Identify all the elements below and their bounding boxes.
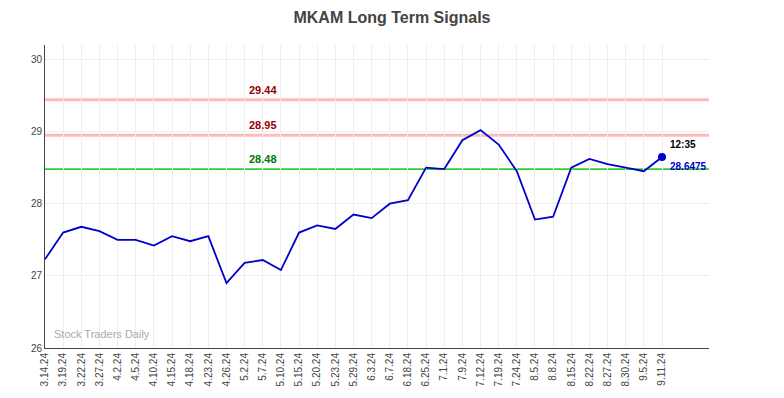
svg-text:3.14.24: 3.14.24 <box>39 353 50 387</box>
svg-text:8.30.24: 8.30.24 <box>620 353 631 387</box>
svg-text:3.27.24: 3.27.24 <box>94 353 105 387</box>
svg-text:6.3.24: 6.3.24 <box>366 353 377 381</box>
svg-text:29: 29 <box>31 126 43 137</box>
svg-text:29.44: 29.44 <box>249 84 277 96</box>
svg-text:8.22.24: 8.22.24 <box>584 353 595 387</box>
svg-text:4.15.24: 4.15.24 <box>166 353 177 387</box>
svg-text:5.20.24: 5.20.24 <box>311 353 322 387</box>
svg-text:5.2.24: 5.2.24 <box>239 353 250 381</box>
svg-text:4.23.24: 4.23.24 <box>203 353 214 387</box>
svg-text:7.12.24: 7.12.24 <box>475 353 486 387</box>
svg-text:12:35: 12:35 <box>670 139 696 150</box>
svg-text:7.1.24: 7.1.24 <box>438 353 449 381</box>
svg-text:5.15.24: 5.15.24 <box>293 353 304 387</box>
svg-text:26: 26 <box>31 343 43 354</box>
svg-text:4.26.24: 4.26.24 <box>221 353 232 387</box>
svg-text:6.18.24: 6.18.24 <box>402 353 413 387</box>
svg-text:30: 30 <box>31 54 43 65</box>
svg-text:MKAM Long Term Signals: MKAM Long Term Signals <box>293 9 490 26</box>
svg-text:4.5.24: 4.5.24 <box>130 353 141 381</box>
svg-text:28: 28 <box>31 198 43 209</box>
svg-text:9.11.24: 9.11.24 <box>656 353 667 386</box>
svg-text:4.2.24: 4.2.24 <box>112 353 123 381</box>
svg-text:6.7.24: 6.7.24 <box>384 353 395 381</box>
svg-text:7.24.24: 7.24.24 <box>511 353 522 387</box>
svg-text:5.10.24: 5.10.24 <box>275 353 286 387</box>
svg-text:8.5.24: 8.5.24 <box>529 353 540 381</box>
svg-text:4.18.24: 4.18.24 <box>184 353 195 387</box>
svg-text:3.19.24: 3.19.24 <box>57 353 68 387</box>
svg-text:28.48: 28.48 <box>249 153 277 165</box>
svg-text:5.23.24: 5.23.24 <box>330 353 341 387</box>
svg-text:28.95: 28.95 <box>249 119 277 131</box>
svg-text:5.7.24: 5.7.24 <box>257 353 268 381</box>
svg-text:Stock Traders Daily: Stock Traders Daily <box>54 328 150 340</box>
svg-text:7.9.24: 7.9.24 <box>457 353 468 381</box>
svg-text:27: 27 <box>31 270 43 281</box>
svg-text:9.5.24: 9.5.24 <box>638 353 649 381</box>
svg-text:3.22.24: 3.22.24 <box>76 353 87 387</box>
svg-text:4.10.24: 4.10.24 <box>148 353 159 387</box>
svg-text:5.29.24: 5.29.24 <box>348 353 359 387</box>
svg-text:8.8.24: 8.8.24 <box>547 353 558 381</box>
svg-text:8.15.24: 8.15.24 <box>566 353 577 387</box>
svg-text:28.6475: 28.6475 <box>670 161 707 172</box>
svg-text:6.25.24: 6.25.24 <box>420 353 431 387</box>
svg-text:7.19.24: 7.19.24 <box>493 353 504 387</box>
svg-text:8.27.24: 8.27.24 <box>602 353 613 387</box>
